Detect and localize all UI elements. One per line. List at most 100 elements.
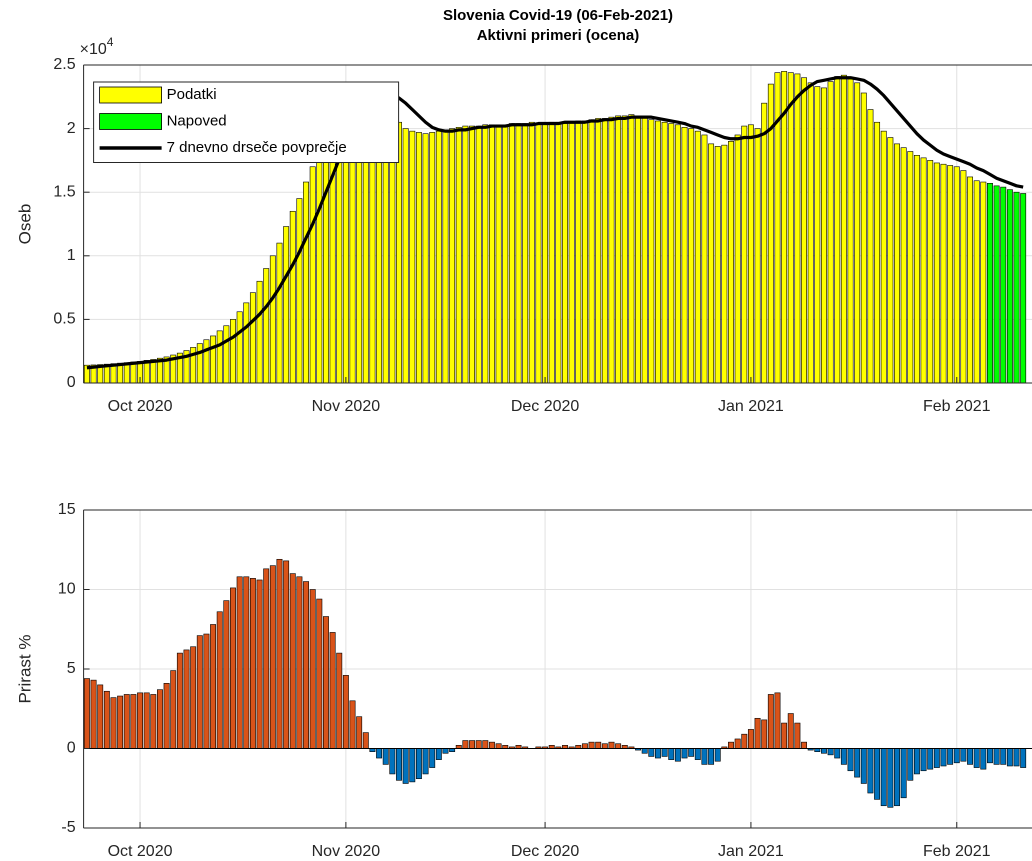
bar bbox=[495, 743, 502, 749]
bar bbox=[987, 748, 993, 764]
bar bbox=[747, 729, 754, 749]
bar bbox=[588, 741, 595, 749]
bar bbox=[761, 719, 768, 749]
bar bbox=[628, 114, 635, 384]
bar bbox=[688, 748, 695, 757]
bar bbox=[170, 670, 177, 749]
bar bbox=[781, 722, 788, 749]
bar bbox=[834, 76, 841, 384]
bar bbox=[303, 181, 309, 384]
bar bbox=[694, 130, 701, 384]
bar bbox=[641, 748, 648, 754]
x-tick-label: Oct 2020 bbox=[108, 398, 173, 415]
bar bbox=[316, 149, 323, 384]
bar bbox=[714, 146, 721, 384]
bar bbox=[236, 311, 243, 384]
bar bbox=[90, 679, 97, 749]
bar bbox=[927, 160, 934, 384]
bar bbox=[415, 132, 422, 384]
bar bbox=[103, 690, 110, 749]
bar bbox=[97, 684, 104, 749]
y-tick-label: 10 bbox=[58, 581, 76, 598]
bar bbox=[668, 123, 675, 384]
bar bbox=[482, 740, 489, 749]
bar bbox=[688, 128, 695, 384]
bar bbox=[196, 343, 203, 384]
bar bbox=[263, 568, 270, 749]
bar bbox=[289, 210, 296, 384]
bar bbox=[708, 748, 715, 765]
bar bbox=[422, 748, 429, 775]
bar bbox=[568, 121, 575, 384]
bar bbox=[223, 600, 230, 749]
bar bbox=[601, 743, 608, 749]
bar bbox=[555, 121, 562, 384]
legend-label: Podatki bbox=[167, 86, 217, 103]
bar bbox=[854, 82, 861, 384]
bar bbox=[163, 683, 170, 749]
bar bbox=[595, 741, 602, 749]
bar bbox=[455, 127, 462, 384]
bar bbox=[721, 144, 728, 384]
y-tick-label: 0 bbox=[67, 740, 76, 757]
bar bbox=[668, 748, 675, 760]
y-tick-label: 0.5 bbox=[53, 311, 75, 328]
y-tick-label: 2.5 bbox=[53, 56, 75, 73]
bar bbox=[396, 748, 402, 781]
bar bbox=[761, 102, 768, 384]
bar bbox=[840, 74, 847, 384]
x-tick-label: Dec 2020 bbox=[511, 398, 580, 415]
bar bbox=[263, 268, 270, 384]
y-multiplier: ×104 bbox=[80, 35, 114, 58]
bar bbox=[117, 695, 124, 749]
bar bbox=[887, 748, 894, 808]
bar bbox=[874, 121, 881, 384]
bar bbox=[920, 748, 927, 772]
bar bbox=[973, 748, 980, 768]
bar bbox=[190, 646, 197, 749]
bar bbox=[894, 143, 900, 384]
bar bbox=[508, 123, 515, 384]
bar bbox=[900, 147, 907, 384]
bar bbox=[469, 740, 475, 749]
bar bbox=[389, 748, 396, 775]
bar bbox=[435, 130, 442, 384]
bar bbox=[542, 123, 549, 384]
bar bbox=[230, 587, 236, 749]
bar bbox=[269, 255, 276, 384]
x-tick-label: Jan 2021 bbox=[718, 843, 784, 860]
x-tick-label: Jan 2021 bbox=[718, 398, 784, 415]
bar bbox=[356, 716, 363, 749]
bar bbox=[1000, 186, 1007, 384]
bar bbox=[648, 748, 655, 757]
bar bbox=[1013, 191, 1020, 384]
bar bbox=[867, 109, 874, 384]
bar bbox=[741, 125, 748, 384]
y-axis-label: Prirast % bbox=[15, 635, 34, 704]
bar bbox=[728, 741, 734, 749]
bar bbox=[601, 118, 608, 384]
bar bbox=[1006, 748, 1013, 767]
bar bbox=[734, 738, 741, 749]
bar bbox=[130, 361, 137, 384]
bar bbox=[429, 748, 436, 768]
bar bbox=[767, 694, 774, 749]
bar bbox=[728, 141, 734, 384]
bar bbox=[336, 652, 343, 749]
chart-subtitle: Aktivni primeri (ocena) bbox=[477, 27, 640, 44]
bar bbox=[449, 128, 456, 384]
bar bbox=[150, 694, 157, 749]
bar bbox=[442, 129, 449, 384]
bar bbox=[1020, 748, 1027, 768]
bar bbox=[429, 132, 436, 384]
bar bbox=[608, 741, 615, 749]
y-tick-label: 1.5 bbox=[53, 183, 75, 200]
bar bbox=[296, 576, 303, 749]
bar bbox=[475, 125, 482, 384]
bar bbox=[920, 157, 927, 384]
bar bbox=[309, 166, 316, 384]
bar bbox=[847, 748, 854, 772]
bar bbox=[236, 576, 243, 749]
bar bbox=[987, 182, 993, 384]
